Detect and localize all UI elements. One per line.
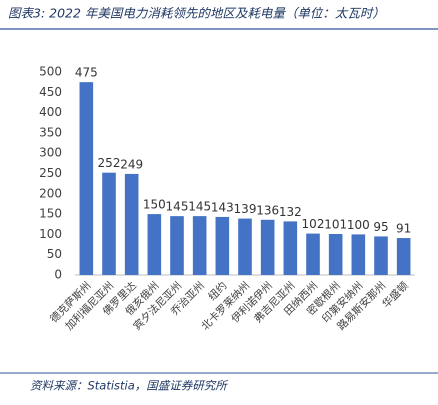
data-label: 249	[120, 157, 143, 171]
bar	[192, 216, 207, 275]
bar	[374, 236, 388, 275]
data-label: 139	[234, 202, 257, 216]
bar	[283, 221, 298, 275]
bar	[102, 172, 116, 275]
y-tick-label: 50	[47, 247, 62, 261]
data-label: 143	[211, 200, 234, 214]
data-label: 136	[256, 203, 279, 217]
data-label: 475	[75, 66, 98, 80]
y-tick-label: 350	[39, 125, 62, 139]
data-label: 132	[279, 205, 302, 219]
bar	[260, 219, 275, 275]
y-tick-label: 200	[39, 186, 62, 200]
x-tick-label: 华盛顿	[379, 279, 411, 311]
y-tick-label: 400	[39, 105, 62, 119]
y-tick-label: 0	[54, 268, 62, 282]
y-tick-label: 150	[39, 207, 62, 221]
data-label: 100	[347, 218, 370, 232]
y-tick-label: 500	[39, 65, 62, 79]
data-label: 145	[188, 200, 211, 214]
bar	[351, 234, 366, 275]
source: 资料来源：Statistia，国盛证券研究所	[30, 379, 228, 393]
data-label: 102	[302, 217, 325, 231]
data-label: 91	[396, 222, 411, 236]
bar	[238, 218, 252, 275]
bar	[215, 216, 230, 275]
bar	[396, 238, 411, 275]
data-label: 145	[166, 200, 189, 214]
bar	[170, 216, 184, 275]
y-tick-label: 450	[39, 85, 62, 99]
bar	[79, 82, 94, 276]
bar	[328, 233, 343, 275]
chart-title: 图表3: 2022 年美国电力消耗领先的地区及耗电量（单位：太瓦时）	[8, 6, 385, 21]
data-label: 252	[98, 156, 121, 170]
data-label: 101	[324, 217, 347, 231]
bar	[124, 173, 139, 275]
data-label: 95	[373, 220, 388, 234]
y-tick-label: 250	[39, 166, 62, 180]
bar	[147, 214, 162, 275]
y-tick-label: 100	[39, 227, 62, 241]
y-tick-label: 300	[39, 146, 62, 160]
bar	[306, 233, 320, 275]
data-label: 150	[143, 198, 166, 212]
